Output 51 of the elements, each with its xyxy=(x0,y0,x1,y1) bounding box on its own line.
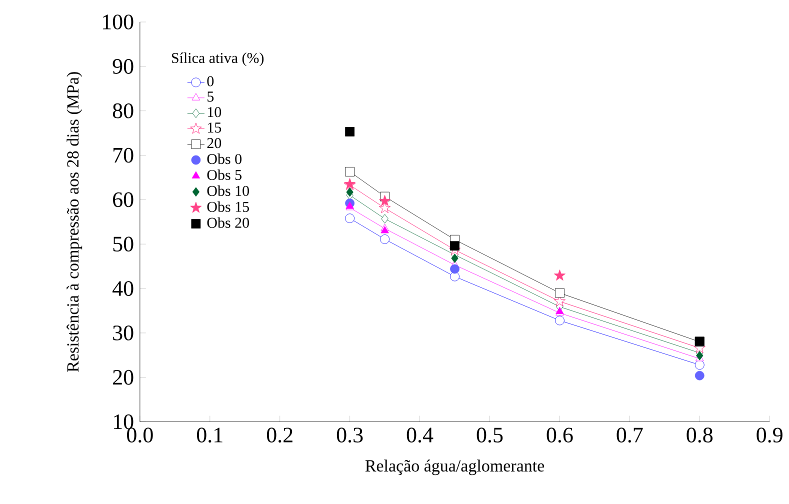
point xyxy=(554,270,566,281)
y-tick-label: 30 xyxy=(113,326,134,340)
point xyxy=(345,214,355,224)
legend-label: Obs 0 xyxy=(207,154,242,164)
x-tick-label: 0.8 xyxy=(686,428,713,443)
legend-label: Obs 20 xyxy=(207,217,249,228)
legend-label: 20 xyxy=(207,138,222,148)
y-tick-label: 100 xyxy=(103,14,134,30)
point xyxy=(696,351,704,360)
point xyxy=(380,226,389,234)
y-tick-label: 10 xyxy=(114,414,134,430)
legend-label: 5 xyxy=(208,92,214,102)
y-tick-label: 70 xyxy=(114,148,134,163)
y-tick-label: 80 xyxy=(112,104,134,118)
point xyxy=(555,288,564,298)
x-tick-label: 0.9 xyxy=(756,428,782,443)
x-tick-label: 0.4 xyxy=(406,428,434,443)
y-tick-label: 50 xyxy=(113,236,134,252)
y-tick-label: 60 xyxy=(113,192,134,208)
point xyxy=(555,316,564,326)
x-tick-label: 0.5 xyxy=(476,428,503,443)
point xyxy=(381,214,388,224)
point xyxy=(450,241,460,251)
x-tick-label: 0.1 xyxy=(196,428,222,443)
point xyxy=(346,188,354,197)
point xyxy=(694,371,704,380)
y-tick-label: 40 xyxy=(112,281,134,296)
x-axis-title: Relação água/aglomerante xyxy=(365,460,544,476)
x-tick-label: 0.6 xyxy=(546,428,573,443)
legend-label: Obs 10 xyxy=(207,186,249,196)
point xyxy=(379,195,391,206)
point xyxy=(694,360,704,370)
x-tick-label: 0.7 xyxy=(616,428,643,443)
legend-label: 10 xyxy=(208,107,222,118)
x-tick-label: 0.2 xyxy=(266,428,292,443)
point xyxy=(345,127,355,137)
point xyxy=(380,234,390,244)
legend-label: 0 xyxy=(207,76,214,86)
legend-label: Obs 5 xyxy=(207,170,242,180)
point xyxy=(379,202,391,214)
point xyxy=(345,167,355,177)
y-tick-label: 90 xyxy=(112,59,134,74)
x-tick-label: 0.3 xyxy=(336,428,363,443)
legend-label: 15 xyxy=(208,122,222,133)
legend-label: Obs 15 xyxy=(207,202,249,212)
point xyxy=(450,264,460,274)
y-tick-label: 20 xyxy=(113,370,134,385)
point xyxy=(451,254,458,264)
y-axis-title: Resistência à compressão aos 28 dias (MPa) xyxy=(66,72,82,372)
x-tick-label: 0.0 xyxy=(127,428,153,443)
legend-title: Sílica ativa (%) xyxy=(172,52,264,66)
